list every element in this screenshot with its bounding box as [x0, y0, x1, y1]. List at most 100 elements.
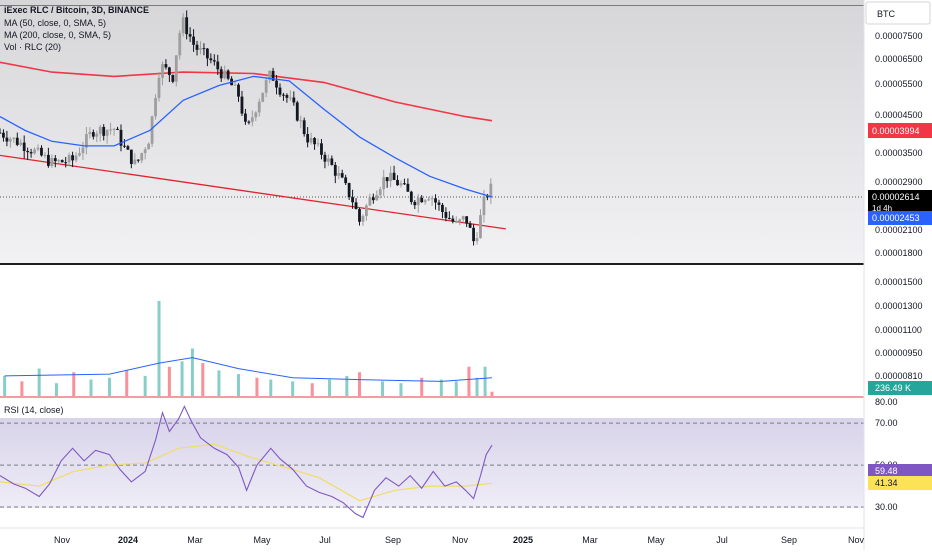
candle-body [216, 61, 220, 70]
price-pane[interactable] [0, 0, 864, 265]
candle-body [223, 70, 227, 79]
volume-bar [143, 375, 147, 396]
time-axis-label: Sep [385, 535, 401, 545]
candle [465, 216, 469, 228]
candle-body [112, 128, 116, 130]
rsi-tick-label: 30.00 [875, 502, 898, 512]
candle [382, 169, 386, 197]
last-price-label-bg [868, 190, 932, 214]
candle [275, 75, 278, 95]
candle-body [430, 198, 434, 200]
candle [12, 137, 16, 143]
candle [268, 70, 272, 84]
candle-body [164, 64, 168, 68]
candle [226, 69, 230, 81]
candle-body [458, 219, 462, 222]
volume-value-label-text: 236.49 K [875, 383, 911, 393]
candle-body [8, 139, 12, 142]
candle [157, 72, 161, 102]
rsi-band [0, 418, 864, 508]
candle [147, 142, 151, 150]
candle [299, 115, 303, 129]
candle [22, 135, 26, 159]
candle-body [444, 211, 448, 218]
time-axis[interactable]: Nov 2024 Mar May Jul Sep Nov 2025 Mar May Jul Sep No… [0, 527, 864, 545]
candle-body [420, 197, 424, 203]
price-tick-label: 0.00001300 [875, 301, 923, 311]
rsi-value-label-bg [868, 464, 932, 478]
candle-body [88, 132, 92, 135]
candle-body [209, 58, 213, 61]
volume-pane[interactable] [0, 300, 932, 398]
volume-bar [237, 374, 241, 396]
candle [206, 48, 209, 67]
volume-bar [72, 372, 76, 396]
time-axis-label: May [253, 535, 271, 545]
candle-body [299, 120, 303, 122]
candle-body [382, 177, 386, 190]
candle-body [368, 197, 372, 206]
candle-body [147, 143, 151, 150]
candle-body [71, 155, 74, 161]
candle-body [427, 199, 431, 201]
time-axis-label: Jul [319, 535, 331, 545]
rsi-ma-value-label-bg [868, 476, 932, 490]
candle [475, 231, 479, 245]
candle [143, 146, 147, 160]
candle-body [185, 17, 189, 35]
volume-value-label: 236.49 K [868, 381, 932, 395]
candle [171, 74, 175, 84]
candle [46, 147, 50, 168]
candle [199, 41, 202, 55]
candle-body [472, 227, 475, 242]
candle [64, 156, 68, 168]
candle-body [161, 64, 164, 78]
candle-body [5, 137, 9, 142]
candle-body [206, 48, 209, 59]
candle-body [91, 132, 95, 137]
legend: iExec RLC / Bitcoin, 3D, BINANCE MA (50,… [4, 5, 149, 415]
candle [316, 138, 320, 147]
candle-body [150, 116, 154, 144]
candle [403, 178, 406, 185]
support-trendline[interactable] [0, 154, 506, 230]
candle [482, 190, 486, 223]
candle [123, 139, 126, 149]
candle [133, 153, 137, 166]
candle [347, 182, 351, 201]
price-tick-label: 0.00007500 [875, 31, 923, 41]
candle [167, 66, 171, 83]
candle [479, 209, 482, 239]
candle-body [60, 160, 64, 163]
candle-body [489, 183, 493, 198]
candle-body [136, 159, 140, 161]
candle-body [485, 196, 489, 198]
rsi-pane[interactable] [0, 405, 864, 519]
candle-body [78, 153, 81, 156]
currency-badge[interactable] [865, 1, 931, 25]
candle-body [143, 149, 147, 154]
volume-value-label-bg [868, 381, 932, 395]
candle-body [275, 80, 278, 88]
currency-badge-label: BTC [877, 9, 896, 19]
candle [102, 124, 106, 141]
candle [50, 154, 54, 168]
price-tick-label: 0.00005500 [875, 79, 923, 89]
candle [209, 53, 213, 64]
candle [195, 40, 199, 56]
candle [427, 196, 431, 201]
candle [326, 154, 330, 166]
candle-body [195, 44, 199, 50]
volume-bar [107, 377, 111, 396]
candle-body [105, 129, 109, 136]
candle-body [133, 159, 137, 164]
price-scale[interactable]: BTC 0.00007500 0.00006500 0.00005500 0.0000… [863, 0, 932, 550]
candle-body [423, 200, 427, 203]
candle [33, 147, 36, 155]
legend-ma50: MA (50, close, 0, SMA, 5) [4, 18, 106, 28]
candle-body [320, 143, 323, 155]
candle [36, 144, 40, 152]
candle [71, 151, 74, 168]
